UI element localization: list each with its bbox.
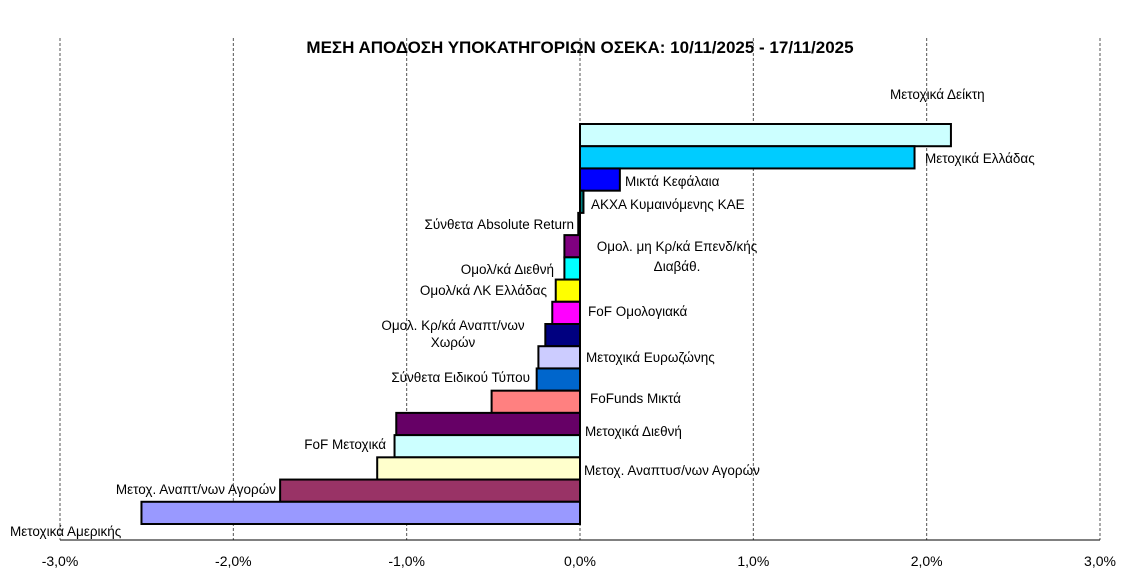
bar-label: Σύνθετα Ειδικού Τύπου <box>391 370 530 385</box>
bar <box>563 234 582 259</box>
bar-label: Ομολ. μη Κρ/κά Επενδ/κής Διαβάθ. <box>597 239 758 274</box>
bars <box>140 123 952 525</box>
bar-labels: Μετοχικά Δείκτη Μετοχικά Ελλάδας Μικτά Κεφ… <box>10 87 1035 539</box>
x-tick-label: -2,0% <box>215 553 252 569</box>
bar <box>490 389 582 414</box>
bar <box>563 256 582 281</box>
x-tick-label: 2,0% <box>911 553 943 569</box>
bar-label: Μετοχικά Αμερικής <box>10 524 122 539</box>
bar <box>537 345 582 370</box>
bar <box>579 167 621 192</box>
chart-title: ΜΕΣΗ ΑΠΟΔΟΣΗ ΥΠΟΚΑΤΗΓΟΡΙΩΝ ΟΣΕΚΑ: 10/11/… <box>306 38 853 57</box>
x-tick-label: 1,0% <box>737 553 769 569</box>
bar <box>395 411 581 437</box>
bar-label: FoF Ομολογιακά <box>588 304 687 319</box>
bar <box>140 500 581 525</box>
bar <box>279 478 581 503</box>
x-tick-labels: -3,0% -2,0% -1,0% 0,0% 1,0% 2,0% 3,0% <box>42 553 1116 569</box>
x-tick-label: 0,0% <box>564 553 596 569</box>
bar <box>577 211 581 237</box>
bar-label: FoF Μετοχικά <box>304 437 386 452</box>
bar <box>579 145 916 170</box>
bar <box>579 189 585 214</box>
bar <box>393 434 581 459</box>
x-tick-label: 3,0% <box>1084 553 1116 569</box>
bar-label: Μετοχ. Αναπτ/νων Αγορών <box>116 482 276 497</box>
x-tick-label: -1,0% <box>388 553 425 569</box>
bar <box>579 123 952 148</box>
bar-label: Σύνθετα Absolute Return <box>424 217 574 232</box>
bar-label: FoFunds Μικτά <box>590 391 681 406</box>
bar-label: ΑΚΧΑ Κυμαινόμενης ΚΑΕ <box>591 197 745 212</box>
bar-label: Ομολ/κά Διεθνή <box>461 262 554 277</box>
bar-label: Μικτά Κεφάλαια <box>625 174 720 189</box>
bar-label: Ομολ. Κρ/κά Αναπτ/νων Χωρών <box>381 318 525 350</box>
bar <box>554 278 582 303</box>
bar-label: Ομολ/κά ΛΚ Ελλάδας <box>420 283 548 298</box>
x-tick-label: -3,0% <box>42 553 79 569</box>
bar <box>551 300 581 325</box>
bar-label: Μετοχ. Αναπτυσ/νων Αγορών <box>584 463 760 478</box>
bar-label: Μετοχικά Δείκτη <box>890 87 985 102</box>
bar-label: Μετοχικά Διεθνή <box>585 424 682 439</box>
bar <box>535 367 582 392</box>
bar <box>544 323 581 348</box>
bar-label: Μετοχικά Ελλάδας <box>925 151 1035 166</box>
bar-label: Μετοχικά Ευρωζώνης <box>586 350 715 365</box>
bar <box>376 456 582 481</box>
